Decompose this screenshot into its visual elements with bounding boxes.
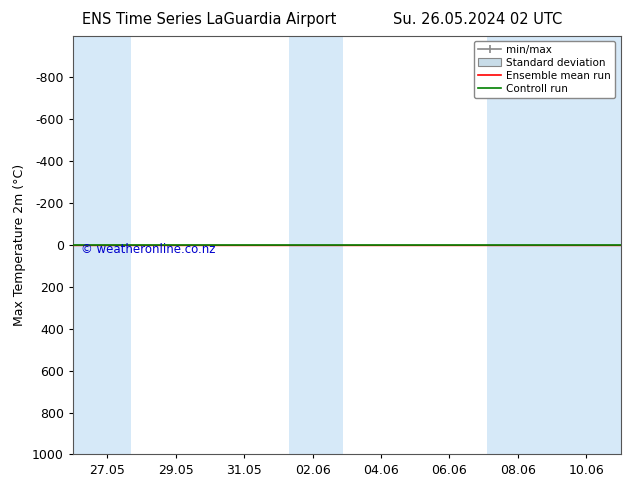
- Text: ENS Time Series LaGuardia Airport: ENS Time Series LaGuardia Airport: [82, 12, 337, 27]
- Y-axis label: Max Temperature 2m (°C): Max Temperature 2m (°C): [13, 164, 27, 326]
- Legend: min/max, Standard deviation, Ensemble mean run, Controll run: min/max, Standard deviation, Ensemble me…: [474, 41, 615, 98]
- Text: Su. 26.05.2024 02 UTC: Su. 26.05.2024 02 UTC: [393, 12, 562, 27]
- Bar: [73, 36, 131, 454]
- Text: © weatheronline.co.nz: © weatheronline.co.nz: [81, 243, 216, 256]
- Bar: [288, 36, 343, 454]
- Bar: [487, 36, 621, 454]
